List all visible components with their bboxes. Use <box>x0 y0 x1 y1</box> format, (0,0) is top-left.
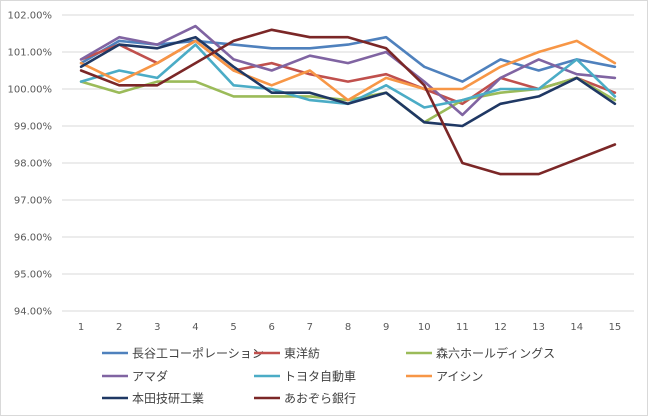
legend-label: 森六ホールディングス <box>436 346 555 361</box>
series-lines <box>79 24 617 176</box>
legend-label: 東洋紡 <box>284 346 320 361</box>
x-tick-label: 14 <box>570 322 583 333</box>
x-tick-label: 7 <box>307 322 313 333</box>
x-tick-label: 15 <box>609 322 622 333</box>
y-axis-tick-labels: 94.00% 95.00% 96.00% 97.00% 98.00% 99.00% 100.… <box>8 11 53 318</box>
series-line-7 <box>79 35 617 128</box>
x-tick-label: 8 <box>345 322 351 333</box>
x-tick-label: 5 <box>230 322 236 333</box>
series-line-6 <box>79 39 617 102</box>
x-tick-label: 4 <box>192 322 198 333</box>
legend-label: アマダ <box>132 369 168 384</box>
y-tick-label: 99.00% <box>14 122 52 133</box>
x-tick-label: 9 <box>383 322 389 333</box>
x-tick-label: 1 <box>78 322 84 333</box>
x-tick-label: 11 <box>456 322 469 333</box>
x-tick-label: 2 <box>116 322 122 333</box>
x-tick-label: 12 <box>494 322 507 333</box>
x-tick-label: 13 <box>532 322 545 333</box>
legend-label: アイシン <box>436 370 483 384</box>
y-tick-label: 94.00% <box>14 307 52 318</box>
x-axis-tick-labels: 1 2 3 4 5 6 7 8 9 10 11 12 13 14 15 <box>78 322 621 333</box>
y-tick-label: 102.00% <box>8 11 53 22</box>
y-tick-label: 98.00% <box>14 159 52 170</box>
x-tick-label: 6 <box>269 322 275 333</box>
x-tick-label: 3 <box>154 322 160 333</box>
x-tick-label: 10 <box>418 322 431 333</box>
series-line-8 <box>79 28 617 176</box>
legend-label: あおぞら銀行 <box>284 392 356 406</box>
y-tick-label: 96.00% <box>14 233 52 244</box>
y-tick-label: 100.00% <box>8 85 53 96</box>
series-line-4 <box>79 24 617 117</box>
y-tick-label: 97.00% <box>14 196 52 207</box>
series-line-2 <box>79 39 617 106</box>
y-tick-label: 101.00% <box>8 48 53 59</box>
legend-label: 長谷工コーポレーション <box>132 347 264 361</box>
legend-label: 本田技研工業 <box>132 392 204 406</box>
y-tick-label: 95.00% <box>14 270 52 281</box>
legend-label: トヨタ自動車 <box>284 370 356 384</box>
